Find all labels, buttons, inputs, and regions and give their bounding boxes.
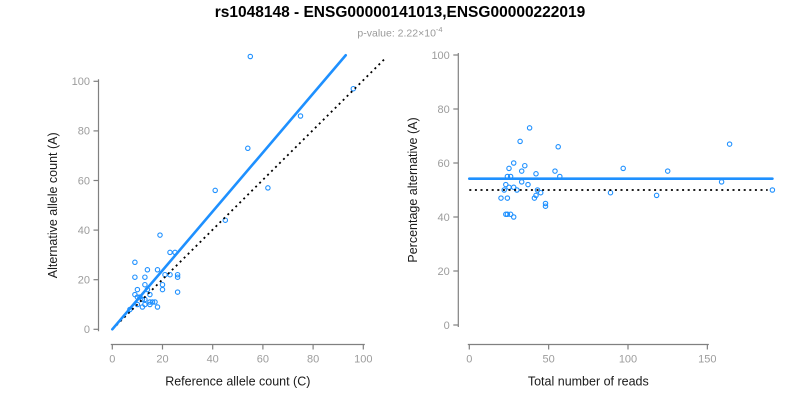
x-axis-title: Total number of reads — [528, 375, 649, 389]
x-tick-label: 20 — [156, 354, 168, 366]
data-point — [526, 125, 533, 131]
data-point — [132, 259, 138, 266]
data-point — [510, 160, 517, 166]
data-point — [718, 179, 725, 185]
pvalue-subtitle: p-value: 2.22×10-4 — [0, 25, 800, 40]
y-axis-title: Alternative allele count (A) — [46, 132, 60, 278]
y-tick-label: 100 — [72, 76, 90, 88]
data-point — [506, 184, 512, 191]
x-tick-label: 0 — [466, 354, 472, 366]
data-point — [174, 289, 181, 295]
data-point — [152, 299, 158, 305]
data-point — [542, 203, 549, 209]
data-point — [297, 113, 304, 119]
data-point — [525, 181, 531, 188]
data-point — [501, 187, 507, 193]
y-axis-title: Percentage alternative (A) — [406, 117, 420, 262]
allele-count-scatter: 0 20 40 60 80 100 0 20 40 60 80 100 Reference allele… — [46, 53, 387, 389]
y-tick-label: 80 — [78, 126, 90, 138]
page-title: rs1048148 - ENSG00000141013,ENSG00000222… — [214, 4, 586, 21]
data-point — [620, 165, 626, 172]
data-point — [510, 214, 517, 220]
x-tick-label: 150 — [698, 354, 716, 366]
data-point — [147, 291, 153, 298]
data-point — [506, 165, 512, 172]
x-tick-label: 50 — [543, 354, 555, 366]
data-point — [531, 195, 538, 201]
data-point — [174, 271, 181, 278]
data-point — [518, 168, 525, 174]
data-point — [542, 200, 549, 207]
data-point — [134, 301, 141, 308]
data-point — [154, 267, 161, 273]
data-point — [167, 271, 173, 278]
data-point — [653, 192, 660, 199]
data-point — [167, 249, 173, 256]
data-point — [534, 187, 541, 193]
x-tick-label: 100 — [354, 354, 372, 366]
data-point — [132, 274, 138, 280]
data-point — [245, 145, 251, 152]
data-point — [664, 168, 671, 174]
data-point — [142, 274, 148, 280]
data-point — [498, 195, 504, 201]
data-point — [504, 195, 511, 201]
data-point — [212, 187, 218, 194]
data-point — [517, 138, 523, 145]
y-tick-label: 0 — [444, 320, 450, 332]
data-point — [247, 53, 254, 60]
data-point — [147, 299, 153, 305]
reference-dotted-line — [111, 57, 387, 330]
x-axis-title: Reference allele count (C) — [165, 375, 310, 389]
fit-line — [111, 53, 348, 331]
data-point — [504, 211, 511, 218]
data-point — [142, 281, 148, 288]
x-tick-label: 60 — [257, 354, 269, 366]
y-tick-label: 60 — [78, 175, 90, 187]
y-tick-label: 40 — [78, 225, 90, 237]
data-point — [552, 168, 558, 174]
data-point — [518, 179, 525, 185]
data-point — [139, 296, 146, 303]
data-point — [555, 144, 561, 150]
data-point — [507, 211, 514, 218]
y-tick-label: 60 — [438, 158, 450, 170]
data-point — [159, 281, 166, 288]
data-point — [144, 267, 151, 273]
data-point — [726, 141, 733, 147]
data-point — [537, 189, 544, 196]
data-point — [533, 171, 539, 177]
data-point — [522, 162, 528, 169]
x-tick-label: 40 — [207, 354, 219, 366]
percentage-reads-scatter: 0 20 40 60 80 100 0 50 100 150 Total number of rea… — [406, 50, 776, 389]
x-tick-label: 0 — [109, 354, 115, 366]
data-point — [159, 286, 166, 293]
data-point — [533, 192, 539, 199]
data-point — [174, 274, 181, 280]
x-tick-label: 100 — [619, 354, 637, 366]
y-tick-label: 100 — [431, 50, 449, 62]
data-point — [769, 187, 776, 193]
y-tick-label: 20 — [78, 275, 90, 287]
data-point — [607, 189, 614, 196]
pvalue-label: p-value: — [357, 27, 398, 40]
data-point — [157, 232, 163, 238]
y-tick-label: 20 — [438, 266, 450, 278]
data-point — [154, 304, 161, 310]
data-point — [503, 181, 509, 188]
data-point — [139, 304, 146, 310]
pvalue-base: 2.22×10 — [397, 27, 436, 40]
data-point — [265, 185, 271, 191]
y-tick-label: 0 — [84, 324, 90, 336]
y-tick-label: 80 — [438, 104, 450, 116]
data-point — [147, 301, 153, 308]
y-tick-label: 40 — [438, 212, 450, 224]
pvalue-exponent: -4 — [435, 25, 443, 34]
data-point — [510, 184, 517, 191]
data-point — [134, 286, 141, 293]
x-tick-label: 80 — [307, 354, 319, 366]
